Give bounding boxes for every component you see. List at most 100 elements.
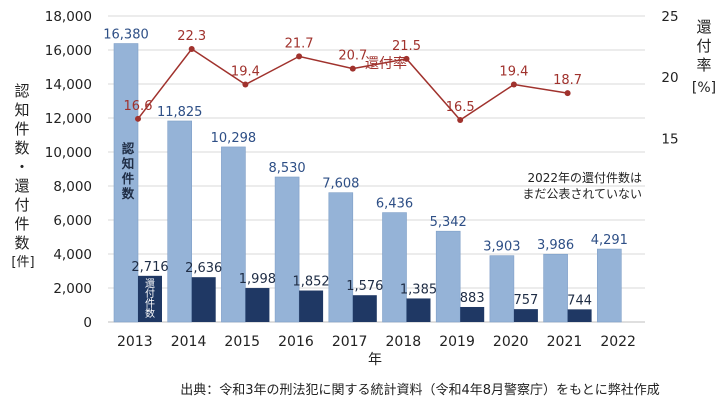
x-tick-label: 2019 — [439, 334, 475, 350]
bar-ninchi — [382, 212, 407, 323]
ninchi-in-bar-label: 認 — [122, 141, 135, 156]
rate-point — [296, 53, 303, 60]
rate-point — [457, 117, 464, 124]
y-left-label-char: 認 — [14, 82, 30, 100]
rate-value-label: 21.7 — [285, 36, 314, 51]
bar-kanpu-value-label: 757 — [513, 293, 538, 308]
y-left-label-char: 件 — [14, 215, 30, 233]
y-left-label-char: 数 — [14, 234, 30, 252]
ninchi-in-bar-label: 知 — [121, 156, 135, 171]
x-tick-label: 2015 — [224, 334, 260, 350]
bar-kanpu-value-label: 1,998 — [239, 272, 276, 287]
rate-value-label: 19.4 — [499, 65, 528, 80]
y-left-tick-label: 14,000 — [45, 77, 92, 93]
bar-kanpu-value-label: 1,576 — [346, 279, 383, 294]
note-text: まだ公表されていない — [522, 187, 642, 201]
bar-ninchi — [274, 176, 300, 323]
x-tick-label: 2014 — [171, 334, 207, 350]
rate-value-label: 18.7 — [553, 73, 582, 88]
y-right-label-char: 率 — [696, 56, 712, 74]
bar-kanpu — [138, 275, 162, 322]
bar-kanpu-value-label: 2,636 — [185, 261, 222, 276]
y-left-label-char: 知 — [14, 101, 30, 119]
x-tick-label: 2016 — [278, 334, 314, 350]
bar-ninchi — [596, 248, 622, 323]
y-right-label-char: [%] — [691, 80, 717, 96]
rate-line-label: 還付率 — [365, 55, 407, 72]
left-axis-label: 認知件数・還付件数 [件] — [11, 82, 34, 272]
kanpu-bars — [138, 275, 592, 322]
bar-ninchi — [489, 255, 515, 323]
x-tick-label: 2022 — [600, 334, 636, 350]
bar-kanpu-value-label: 1,385 — [400, 282, 437, 297]
x-tick-label: 2017 — [332, 334, 368, 350]
bar-ninchi-value-label: 16,380 — [103, 28, 149, 43]
y-left-label-char: 還 — [14, 177, 30, 195]
rate-point — [564, 90, 571, 97]
y-left-tick-label: 4,000 — [53, 247, 92, 263]
rate-value-label: 21.5 — [392, 39, 421, 54]
bar-kanpu — [191, 277, 216, 322]
bar-ninchi-value-label: 10,298 — [211, 131, 257, 146]
y-left-label-char: 件 — [14, 120, 30, 138]
kanpu-rate-line — [135, 46, 571, 124]
y-left-tick-label: 8,000 — [53, 179, 92, 195]
y-right-label-char: 付 — [696, 37, 712, 55]
bar-ninchi-value-label: 8,530 — [268, 161, 305, 176]
rate-point — [403, 55, 410, 62]
y-left-label-char: ・ — [14, 158, 30, 176]
y-right-tick-label: 15 — [661, 131, 678, 147]
bar-kanpu-value-label: 883 — [460, 291, 485, 306]
y-right-label-char: 還 — [696, 18, 712, 36]
y-right-tick-label: 20 — [661, 70, 678, 86]
rate-point — [510, 81, 517, 88]
x-tick-label: 2013 — [117, 334, 153, 350]
bar-ninchi-value-label: 11,825 — [157, 105, 203, 120]
rate-point — [242, 81, 249, 88]
rate-point — [349, 65, 356, 72]
bar-kanpu — [352, 295, 377, 322]
x-tick-label: 2020 — [493, 334, 529, 350]
bar-kanpu — [513, 309, 538, 322]
bar-kanpu-value-label: 2,716 — [131, 260, 168, 275]
rate-value-label: 22.3 — [177, 29, 206, 44]
tick-labels: 0 2,000 4,000 6,000 8,000 10,000 12,000 14,000 1… — [45, 9, 679, 350]
rate-point — [188, 46, 195, 53]
y-right-tick-label: 25 — [661, 9, 678, 25]
source-note: 出典：令和3年の刑法犯に関する統計資料（令和4年8月警察庁）をもとに弊社作成 — [180, 382, 660, 398]
bar-ninchi — [113, 43, 139, 323]
annotations: 認知件数還付件数還付率2022年の還付件数はまだ公表されていない年出典：令和3年… — [121, 55, 660, 398]
rate-value-label: 19.4 — [231, 65, 260, 80]
x-tick-label: 2018 — [386, 334, 422, 350]
bar-kanpu — [299, 290, 324, 322]
bar-ninchi — [167, 120, 192, 323]
ninchi-in-bar-label: 件 — [122, 171, 135, 186]
note-text: 2022年の還付件数は — [527, 170, 642, 185]
kanpu-in-bar-label: 還 — [145, 278, 155, 290]
bar-ninchi-value-label: 7,608 — [322, 177, 359, 192]
bar-ninchi — [543, 253, 568, 323]
x-tick-label: 2021 — [547, 334, 583, 350]
bar-ninchi — [328, 192, 354, 323]
bar-kanpu — [406, 298, 431, 322]
y-left-tick-label: 0 — [83, 315, 92, 331]
bar-ninchi-value-label: 5,342 — [430, 215, 467, 230]
y-left-tick-label: 18,000 — [45, 9, 92, 25]
y-left-tick-label: 10,000 — [45, 145, 92, 161]
y-left-tick-label: 16,000 — [45, 43, 92, 59]
rate-value-label: 20.7 — [338, 49, 367, 64]
bar-kanpu — [245, 288, 270, 322]
data-labels: 16,380 2,716 11,825 2,636 10,298 1,998 8,530 1,… — [103, 28, 628, 309]
rate-value-label: 16.5 — [446, 100, 475, 115]
bar-ninchi — [221, 146, 246, 323]
y-left-label-char: 数 — [14, 139, 30, 157]
kanpu-in-bar-label: 付 — [145, 287, 155, 300]
bar-ninchi-value-label: 4,291 — [591, 233, 628, 248]
bar-ninchi-value-label: 3,986 — [537, 238, 574, 253]
y-left-label-char: 付 — [14, 196, 30, 214]
y-left-tick-label: 6,000 — [53, 213, 92, 229]
bar-kanpu-value-label: 1,852 — [292, 275, 329, 290]
kanpu-in-bar-label: 件 — [145, 298, 155, 310]
ninchi-bars — [113, 43, 622, 323]
y-left-label-char: [件] — [11, 255, 35, 270]
